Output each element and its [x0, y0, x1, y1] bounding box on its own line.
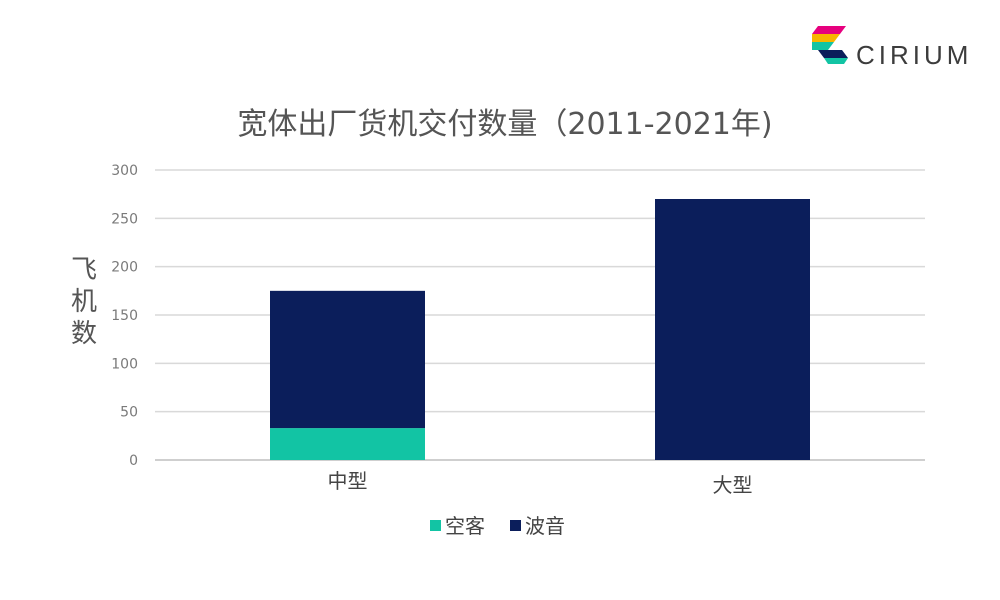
- y-tick-label: 150: [111, 308, 138, 324]
- x-category-label: 中型: [328, 469, 368, 493]
- legend: 空客 波音: [430, 514, 565, 538]
- y-tick-label: 0: [129, 453, 138, 469]
- y-tick-label: 200: [111, 260, 138, 276]
- y-tick-label: 300: [111, 163, 138, 179]
- y-tick-label: 100: [111, 356, 138, 372]
- y-axis-label: 飞机数: [71, 255, 97, 349]
- legend-label: 空客: [445, 514, 485, 538]
- y-axis-label-char: 机: [71, 287, 97, 317]
- brand-name: CIRIUM: [856, 40, 973, 70]
- y-axis-ticks: 0 50 100 150 200 250 300: [111, 163, 138, 469]
- x-axis-categories: 中型 大型: [328, 469, 753, 497]
- y-axis-label-char: 飞: [71, 255, 97, 285]
- x-category-label: 大型: [713, 473, 753, 497]
- cirium-logo: [812, 20, 992, 80]
- bars: [270, 199, 810, 460]
- y-tick-label: 250: [111, 211, 138, 227]
- y-tick-label: 50: [120, 405, 138, 421]
- cirium-logo-icon: [812, 26, 848, 64]
- bar-波音-中型: [270, 290, 425, 429]
- bar-波音-大型: [655, 199, 810, 460]
- y-axis-label-char: 数: [71, 319, 97, 349]
- legend-label: 波音: [525, 514, 565, 538]
- chart-title: 宽体出厂货机交付数量（2011-2021年): [237, 107, 772, 142]
- bar-空客-中型: [270, 428, 425, 460]
- legend-swatch: [510, 520, 521, 531]
- legend-swatch: [430, 520, 441, 531]
